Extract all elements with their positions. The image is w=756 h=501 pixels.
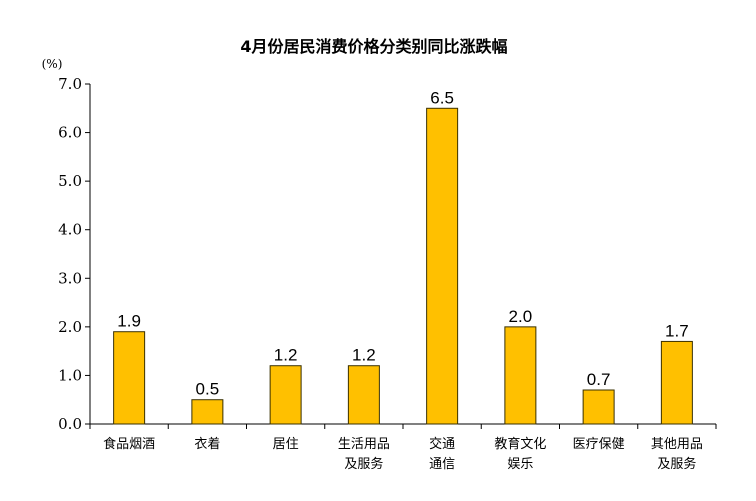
- x-tick-label: 其他用品及服务: [651, 437, 703, 472]
- data-labels-group: 1.9 0.5 1.2 1.2 6.5 2.0 0.7 1.7: [117, 88, 688, 398]
- x-tick-label: 居住: [273, 437, 299, 452]
- bar: [582, 389, 615, 425]
- y-tick-label: 3.0: [58, 269, 82, 287]
- data-label: 1.2: [274, 346, 298, 365]
- y-tick-label: 7.0: [58, 75, 82, 93]
- x-tick-label: 衣着: [194, 436, 220, 452]
- x-tick-label: 交通通信: [429, 436, 455, 472]
- bar: [269, 365, 302, 425]
- data-label: 1.2: [352, 346, 376, 365]
- bar: [113, 331, 146, 425]
- y-tick-label: 2.0: [58, 318, 82, 336]
- x-tick-labels-group: 食品烟酒 衣着 居住 生活用品及服务 交通通信 教育文化娱乐 医疗保健 其他用品及服务: [103, 436, 703, 472]
- chart-title: 4月份居民消费价格分类别同比涨跌幅: [240, 37, 507, 56]
- bars-group: [113, 107, 693, 425]
- bar: [426, 107, 459, 425]
- y-tick-label: 6.0: [58, 124, 82, 142]
- x-tick-label: 生活用品及服务: [338, 437, 390, 472]
- bar: [504, 326, 537, 425]
- x-tick-label: 食品烟酒: [103, 436, 155, 452]
- y-tick-label: 0.0: [58, 415, 82, 433]
- x-axis: [89, 423, 717, 429]
- x-tick-label: 教育文化娱乐: [494, 436, 546, 472]
- data-label: 0.7: [587, 370, 611, 389]
- y-axis: 0.0 1.0 2.0 3.0 4.0 5.0 6.0 7.0: [58, 75, 91, 433]
- bar: [660, 340, 693, 425]
- data-label: 6.5: [430, 88, 454, 107]
- data-label: 0.5: [196, 380, 220, 399]
- y-tick-label: 1.0: [58, 366, 82, 384]
- data-label: 1.7: [665, 321, 689, 340]
- bar: [191, 399, 224, 425]
- y-tick-label: 5.0: [58, 172, 82, 190]
- y-tick-label: 4.0: [58, 221, 82, 239]
- x-tick-label: 医疗保健: [573, 437, 625, 452]
- bar: [347, 365, 380, 425]
- data-label: 2.0: [509, 307, 533, 326]
- y-unit-label: (%): [42, 57, 63, 71]
- data-label: 1.9: [117, 312, 141, 331]
